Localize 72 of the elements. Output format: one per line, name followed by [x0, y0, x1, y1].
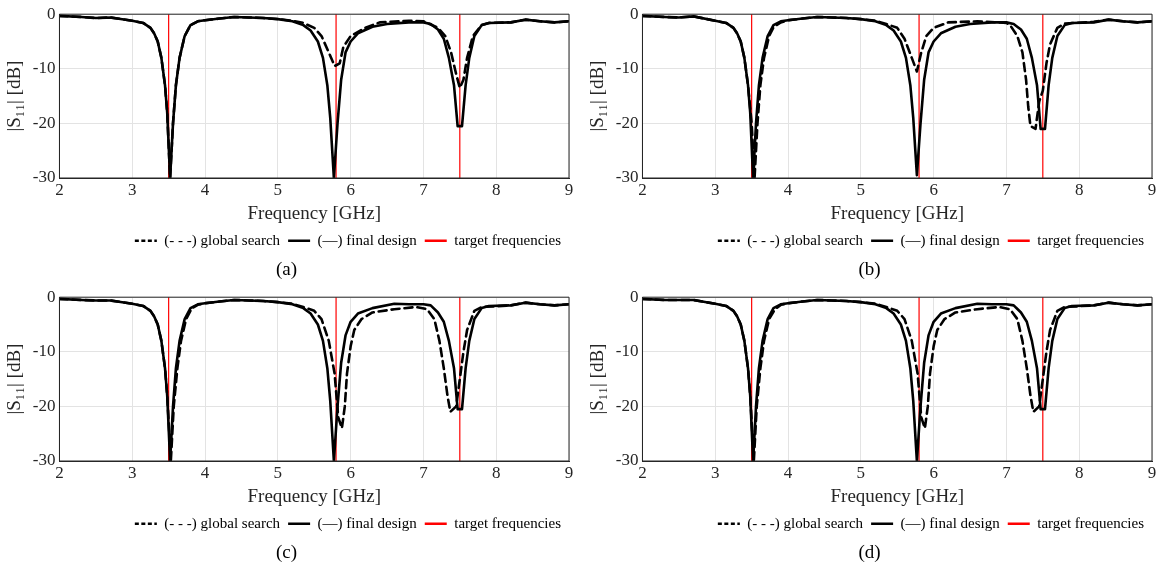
x-tick-label: 5: [273, 462, 283, 482]
y-tick-label: -10: [615, 341, 639, 361]
x-tick-label: 6: [929, 179, 938, 199]
y-tick-label: -20: [615, 395, 639, 415]
x-tick-label: 9: [564, 179, 574, 199]
text: (d): [858, 540, 881, 563]
x-tick-label: 9: [1147, 462, 1157, 482]
x-tick-label: 4: [783, 179, 793, 199]
x-tick-label: 6: [929, 462, 938, 482]
text: (a): [275, 257, 298, 280]
y-axis-title: |S₁₁| [dB]: [586, 343, 608, 415]
y-tick-label: -30: [32, 450, 56, 470]
x-axis-title: Frequency [GHz]: [830, 201, 964, 223]
x-tick-label: 4: [200, 179, 210, 199]
x-tick-label: 5: [273, 179, 283, 199]
y-tick-label: 0: [46, 286, 56, 306]
y-tick-label: -30: [615, 167, 639, 187]
x-tick-label: 7: [419, 179, 429, 199]
x-tick-label: 7: [1002, 179, 1012, 199]
text: (b): [858, 257, 881, 280]
legend-label: (- - -) global search: [164, 231, 281, 249]
x-tick-label: 8: [491, 462, 501, 482]
x-tick-label: 2: [638, 179, 647, 199]
y-tick-label: -20: [32, 395, 56, 415]
x-tick-label: 3: [711, 462, 720, 482]
y-axis-title: |S₁₁| [dB]: [3, 60, 25, 132]
x-tick-label: 7: [419, 462, 429, 482]
x-tick-label: 4: [200, 462, 210, 482]
y-tick-label: -10: [32, 58, 56, 78]
x-tick-label: 2: [55, 462, 64, 482]
y-tick-label: 0: [46, 3, 56, 23]
y-tick-label: -30: [615, 450, 639, 470]
text: (c): [275, 540, 298, 563]
y-tick-label: -20: [615, 112, 639, 132]
y-axis-title: |S₁₁| [dB]: [586, 60, 608, 132]
x-tick-label: 8: [1074, 462, 1084, 482]
legend-label: target frequencies: [454, 514, 562, 531]
x-tick-label: 3: [711, 179, 720, 199]
y-tick-label: 0: [629, 286, 639, 306]
y-axis-title: |S₁₁| [dB]: [3, 343, 25, 415]
legend-label: (—) final design: [317, 231, 418, 249]
legend-label: target frequencies: [1037, 514, 1145, 531]
x-axis-title: Frequency [GHz]: [247, 201, 381, 223]
y-tick-label: -10: [615, 58, 639, 78]
x-tick-label: 9: [564, 462, 574, 482]
x-tick-label: 2: [638, 462, 647, 482]
y-tick-label: -10: [32, 341, 56, 361]
x-tick-label: 8: [491, 179, 501, 199]
legend-label: target frequencies: [1037, 231, 1145, 248]
legend-label: target frequencies: [454, 231, 562, 248]
x-tick-label: 5: [856, 462, 866, 482]
x-tick-label: 6: [346, 462, 355, 482]
x-tick-label: 7: [1002, 462, 1012, 482]
x-tick-label: 6: [346, 179, 355, 199]
x-tick-label: 3: [128, 179, 137, 199]
x-tick-label: 5: [856, 179, 866, 199]
x-tick-label: 9: [1147, 179, 1157, 199]
legend-label: (- - -) global search: [747, 231, 864, 249]
x-tick-label: 8: [1074, 179, 1084, 199]
x-tick-label: 4: [783, 462, 793, 482]
x-axis-title: Frequency [GHz]: [247, 484, 381, 506]
x-axis-title: Frequency [GHz]: [830, 484, 964, 506]
y-tick-label: -20: [32, 112, 56, 132]
x-tick-label: 2: [55, 179, 64, 199]
legend-label: (—) final design: [317, 514, 418, 532]
legend-label: (- - -) global search: [164, 514, 281, 532]
y-tick-label: -30: [32, 167, 56, 187]
y-tick-label: 0: [629, 3, 639, 23]
legend-label: (—) final design: [900, 514, 1001, 532]
legend-label: (- - -) global search: [747, 514, 864, 532]
x-tick-label: 3: [128, 462, 137, 482]
legend-label: (—) final design: [900, 231, 1001, 249]
